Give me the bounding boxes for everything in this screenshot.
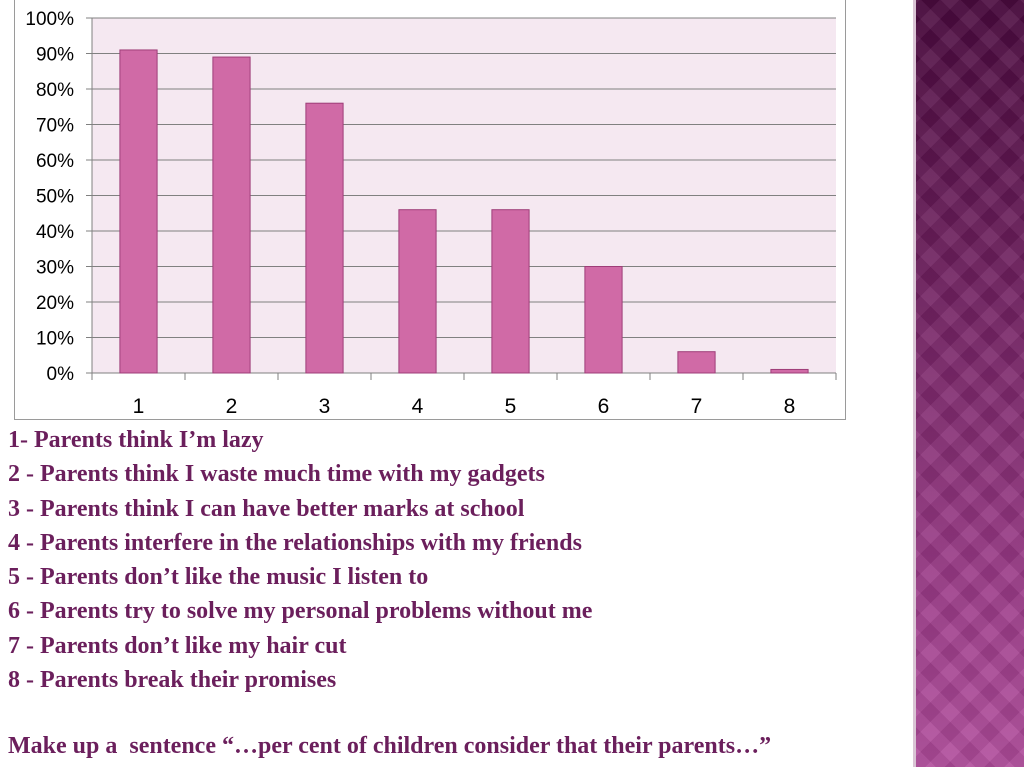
y-tick-label: 60% [36,151,74,172]
y-tick-label: 100% [25,9,74,30]
decorative-side-band [916,0,1024,767]
bar-1 [119,49,158,374]
y-tick-label: 80% [36,80,74,101]
legend-item-4: 4 - Parents interfere in the relationshi… [8,529,582,556]
bar-6 [584,266,623,374]
legend-item-1: 1- Parents think I’m lazy [8,427,264,453]
x-category-label: 4 [412,395,424,418]
bar-4 [398,209,437,374]
task-prompt: Make up a sentence “…per cent of childre… [8,733,772,759]
x-category-label: 1 [133,395,145,418]
legend-item-5: 5 - Parents don’t like the music I liste… [8,564,429,591]
x-category-label: 5 [505,395,517,418]
bar-3 [305,102,344,374]
y-tick-label: 0% [47,364,75,385]
legend-item-6: 6 - Parents try to solve my personal pro… [8,598,593,625]
x-category-label: 3 [319,395,331,418]
x-category-label: 6 [598,395,610,418]
bar-7 [677,351,716,374]
legend-list: 1- Parents think I’m lazy 2 - Parents th… [8,423,592,697]
x-category-label: 8 [784,395,796,418]
bar-2 [212,56,251,374]
x-category-label: 7 [691,395,703,418]
side-band-edge [913,0,916,767]
bar-chart: 0% 10% 20% 30% 40% 50% 60% 70% 80% 90% 100% 1 2 3 4 5 6 7… [25,9,837,418]
legend-item-8: 8 - Parents break their promises [8,667,337,694]
y-tick-label: 20% [36,293,74,314]
legend-item-2: 2 - Parents think I waste much time with… [8,461,545,488]
y-tick-label: 50% [36,187,74,208]
legend-item-7: 7 - Parents don’t like my hair cut [8,632,347,659]
y-tick-label: 90% [36,45,74,66]
y-tick-label: 10% [36,329,74,350]
bar-5 [491,209,530,374]
y-tick-label: 30% [36,258,74,279]
bar-8 [770,368,809,374]
legend-item-3: 3 - Parents think I can have better mark… [8,495,525,522]
y-tick-label: 70% [36,116,74,137]
chart-frame: 0% 10% 20% 30% 40% 50% 60% 70% 80% 90% 100% 1 2 3 4 5 6 7… [14,0,846,420]
y-tick-label: 40% [36,222,74,243]
x-category-label: 2 [226,395,238,418]
